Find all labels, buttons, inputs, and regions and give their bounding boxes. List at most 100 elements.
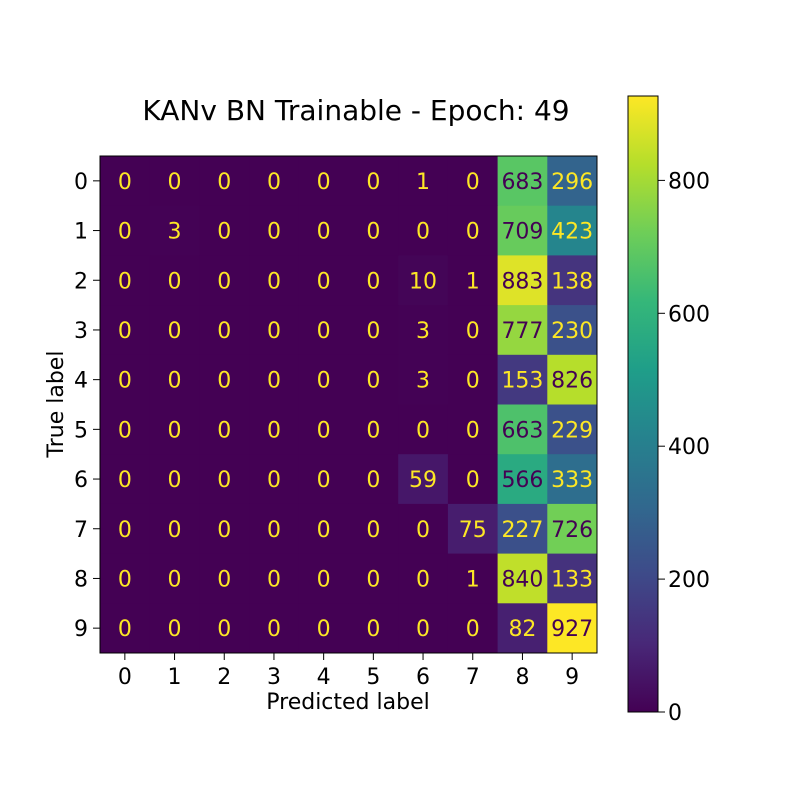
matrix-cell — [398, 305, 449, 356]
cell-value-label: 0 — [267, 567, 281, 592]
cell-value-label: 1 — [416, 170, 430, 195]
matrix-cell — [547, 205, 598, 256]
cell-value-label: 82 — [508, 617, 536, 642]
cell-value-label: 0 — [118, 319, 132, 344]
matrix-cell — [547, 553, 598, 604]
cell-value-label: 0 — [267, 617, 281, 642]
matrix-cell — [249, 354, 300, 405]
cell-value-label: 927 — [551, 617, 593, 642]
cell-value-label: 663 — [501, 418, 543, 443]
cell-value-label: 0 — [317, 468, 331, 493]
matrix-cell — [497, 305, 548, 356]
cell-value-label: 566 — [501, 468, 543, 493]
cell-value-label: 0 — [267, 468, 281, 493]
x-axis-ticks: 0 1 2 3 4 5 6 7 8 9 — [118, 653, 579, 690]
cell-value-label: 0 — [118, 220, 132, 245]
cell-value-label: 0 — [168, 170, 182, 195]
cell-value-label: 826 — [551, 369, 593, 394]
matrix-cell — [497, 255, 548, 306]
cell-value-label: 0 — [217, 617, 231, 642]
cell-value-label: 0 — [168, 567, 182, 592]
cell-value-label: 0 — [466, 418, 480, 443]
cell-value-label: 0 — [317, 617, 331, 642]
matrix-cell — [398, 503, 449, 555]
matrix-cell — [249, 205, 300, 256]
plot-frame — [99, 155, 598, 654]
matrix-cell — [149, 354, 200, 405]
matrix-cell — [497, 156, 548, 207]
matrix-cell — [497, 603, 548, 654]
y-axis-label: True label — [44, 351, 69, 459]
cell-value-label: 883 — [501, 269, 543, 294]
matrix-cell — [199, 603, 250, 654]
cell-value-label: 0 — [416, 567, 430, 592]
matrix-cell — [298, 205, 349, 256]
matrix-cell — [447, 404, 499, 455]
x-tick-label: 7 — [466, 665, 480, 690]
cell-value-label: 0 — [168, 369, 182, 394]
y-tick-label: 5 — [74, 418, 88, 443]
matrix-cell — [249, 454, 300, 505]
cell-value-label: 0 — [168, 418, 182, 443]
cell-value-label: 0 — [416, 418, 430, 443]
cell-value-label: 0 — [416, 220, 430, 245]
x-tick-label: 8 — [515, 665, 529, 690]
matrix-cell — [199, 404, 250, 455]
cell-value-label: 0 — [416, 518, 430, 543]
matrix-cell — [100, 305, 151, 356]
matrix-cell — [199, 354, 250, 405]
matrix-cell — [547, 404, 598, 455]
cell-value-label: 0 — [317, 170, 331, 195]
cell-value-label: 726 — [551, 518, 593, 543]
matrix-cell — [497, 205, 548, 256]
matrix-cell — [447, 553, 499, 604]
matrix-cell — [249, 503, 300, 555]
matrix-cell — [149, 404, 200, 455]
matrix-cell — [298, 503, 349, 555]
cell-value-label: 0 — [168, 468, 182, 493]
y-tick-label: 4 — [74, 369, 88, 394]
cell-value-label: 0 — [168, 518, 182, 543]
matrix-cell — [398, 255, 449, 306]
matrix-cell — [298, 305, 349, 356]
cell-value-label: 0 — [366, 567, 380, 592]
matrix-cell — [348, 255, 399, 306]
cell-value-label: 0 — [366, 518, 380, 543]
matrix-cell — [398, 553, 449, 604]
cell-value-label: 59 — [409, 468, 437, 493]
matrix-cell — [547, 503, 598, 555]
matrix-cell — [298, 603, 349, 654]
matrix-cell — [298, 553, 349, 604]
cell-value-label: 0 — [317, 220, 331, 245]
matrix-cell — [249, 305, 300, 356]
matrix-cell — [398, 354, 449, 405]
matrix-cell — [348, 305, 399, 356]
matrix-cell — [497, 503, 548, 555]
cell-value-label: 0 — [466, 617, 480, 642]
matrix-cell — [199, 503, 250, 555]
cell-value-label: 777 — [501, 319, 543, 344]
y-tick-label: 1 — [74, 220, 88, 245]
matrix-cell — [497, 454, 548, 505]
x-tick-label: 1 — [168, 665, 182, 690]
matrix-cell — [100, 404, 151, 455]
cell-value-label: 0 — [267, 170, 281, 195]
matrix-cells — [100, 156, 598, 654]
cell-value-label: 0 — [366, 319, 380, 344]
matrix-cell — [149, 454, 200, 505]
cell-value-label: 0 — [217, 468, 231, 493]
cell-value-label: 0 — [217, 319, 231, 344]
matrix-cell — [249, 603, 300, 654]
matrix-cell — [398, 156, 449, 207]
cell-value-label: 0 — [366, 220, 380, 245]
cell-value-label: 0 — [466, 468, 480, 493]
cell-value-label: 0 — [168, 269, 182, 294]
cell-value-label: 0 — [317, 418, 331, 443]
cell-value-label: 0 — [118, 170, 132, 195]
matrix-cell — [298, 156, 349, 207]
y-tick-label: 0 — [74, 170, 88, 195]
cell-value-label: 0 — [366, 269, 380, 294]
y-tick-label: 2 — [74, 269, 88, 294]
matrix-cell — [199, 156, 250, 207]
matrix-cell — [447, 603, 499, 654]
